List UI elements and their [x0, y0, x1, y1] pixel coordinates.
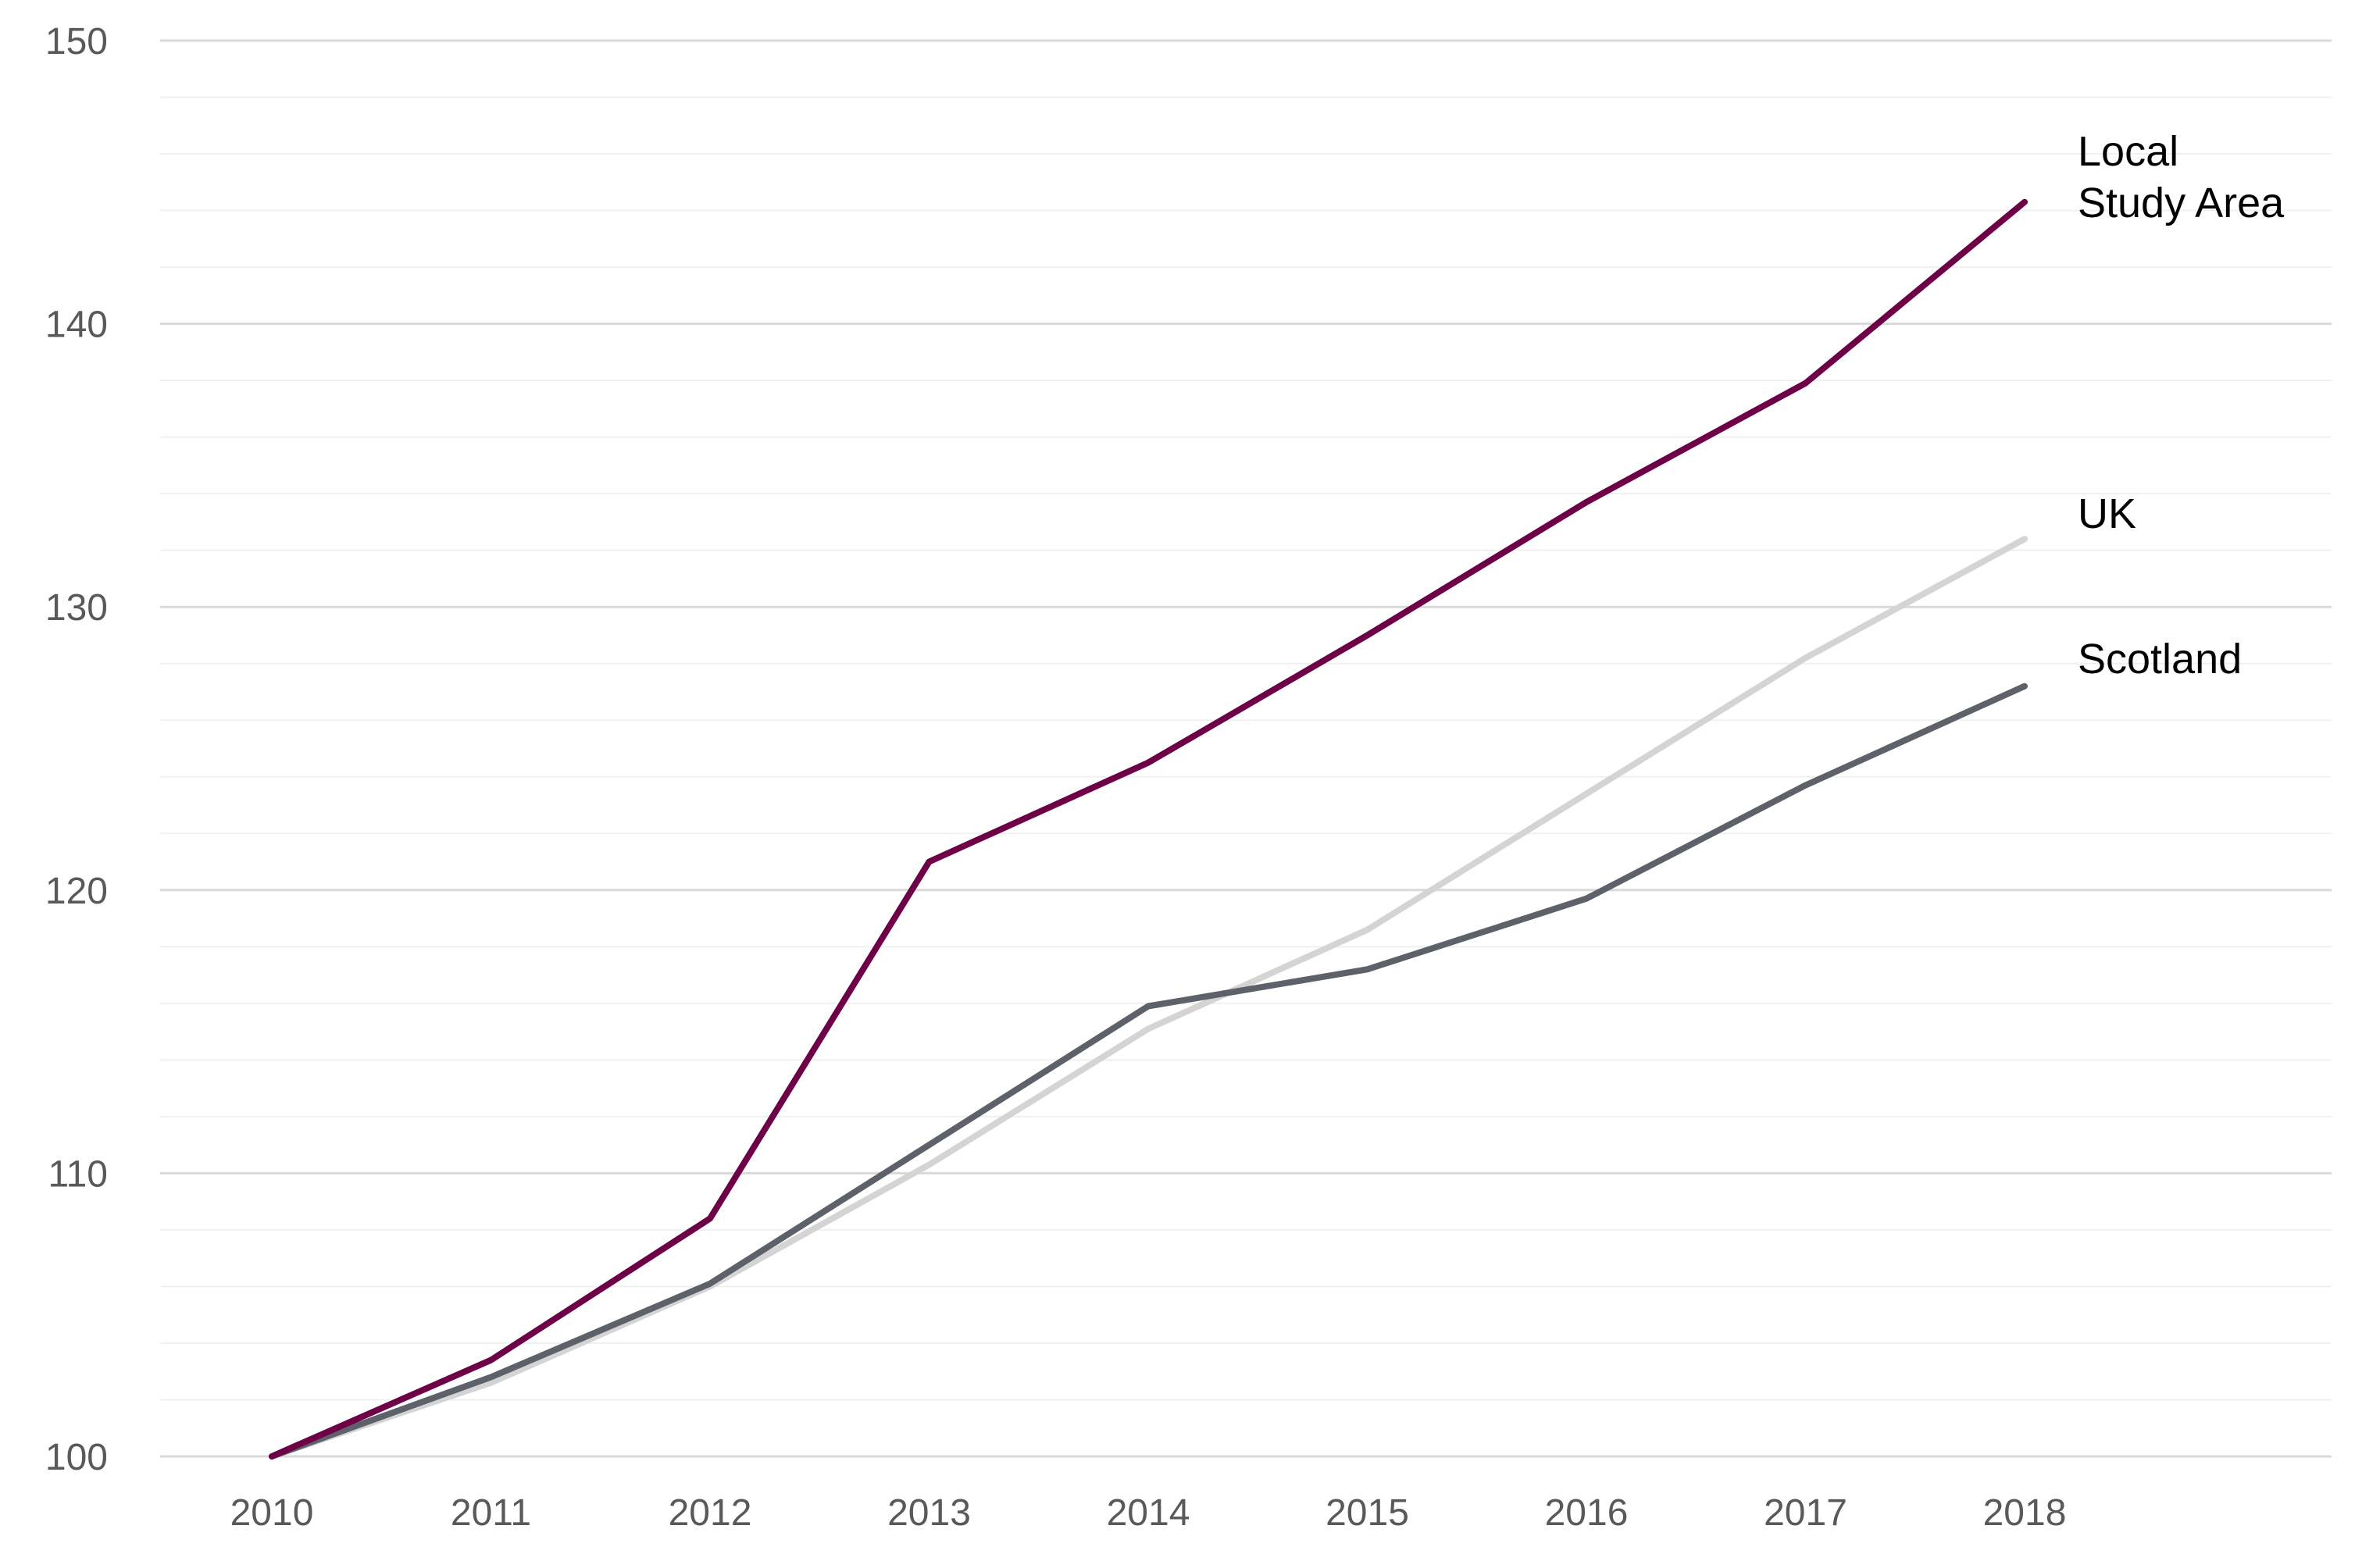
y-tick-label: 140	[45, 305, 108, 346]
y-tick-label: 100	[45, 1437, 108, 1478]
x-tick-label: 2011	[451, 1492, 531, 1534]
x-tick-label: 2018	[1983, 1492, 2067, 1534]
y-tick-label: 120	[45, 871, 108, 912]
y-tick-label: 130	[45, 587, 108, 629]
series-labels: Local Study Area UK Scotland	[2078, 128, 2285, 683]
y-tick-label: 150	[45, 21, 108, 62]
series-line-local-study-area	[269, 198, 2028, 1460]
y-tick-label: 110	[48, 1153, 108, 1195]
x-tick-label: 2016	[1545, 1492, 1629, 1534]
x-tick-label: 2017	[1764, 1492, 1847, 1534]
x-tick-label: 2014	[1107, 1492, 1190, 1534]
x-tick-label: 2012	[669, 1492, 752, 1534]
x-tick-label: 2013	[887, 1492, 971, 1534]
series-label: Study Area	[2078, 180, 2285, 226]
gridlines	[160, 39, 2332, 1458]
x-axis-ticks: 2010 2011 2012 2013 2014 2015 2016 2017 2018	[230, 1492, 2067, 1534]
series-label: Scotland	[2078, 636, 2242, 683]
series-line-scotland	[269, 683, 2028, 1460]
series-lines	[269, 198, 2028, 1460]
series-label: Local	[2078, 128, 2178, 175]
x-tick-label: 2010	[230, 1492, 314, 1534]
x-tick-label: 2015	[1326, 1492, 1409, 1534]
series-label: UK	[2078, 490, 2136, 537]
series-line-uk	[269, 536, 2028, 1460]
y-axis-ticks: 100 110 120 130 140 150	[45, 21, 108, 1478]
